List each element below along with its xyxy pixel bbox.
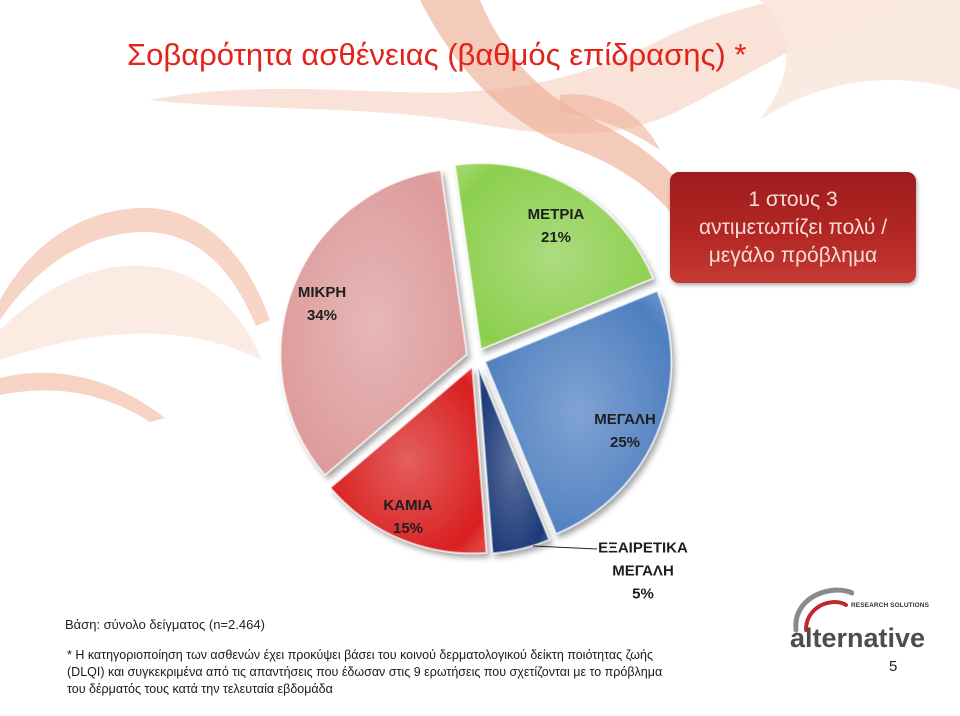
swirl-icon — [793, 587, 854, 633]
data-label-category: ΜΕΓΑΛΗ — [594, 411, 656, 428]
pie-slice-megali — [484, 290, 673, 535]
background-wave — [0, 265, 262, 360]
base-note: Βάση: σύνολο δείγματος (n=2.464) — [65, 617, 265, 632]
page-number: 5 — [889, 658, 898, 675]
background-wave — [560, 94, 660, 150]
pie-slice-mikri — [279, 169, 468, 476]
data-label-value: 15% — [392, 520, 424, 537]
footnote-line: (DLQI) και συγκεκριμένα από τις απαντήσε… — [67, 665, 663, 679]
data-label-value: 25% — [609, 434, 641, 451]
data-label-mikri: ΜΙΚΡΗ 34% — [298, 281, 346, 327]
callout-box: 1 στους 3 αντιμετωπίζει πολύ / μεγάλο πρ… — [670, 172, 916, 283]
background-wave — [760, 0, 960, 120]
callout-line: μεγάλο πρόβλημα — [708, 243, 878, 267]
logo-tagline: RESEARCH SOLUTIONS — [851, 602, 930, 609]
data-label-category: ΜΙΚΡΗ — [297, 284, 347, 301]
data-label-value: 21% — [540, 229, 572, 246]
pie-slice-exairetika-megali — [477, 366, 551, 555]
data-label-megali: ΜΕΓΑΛΗ 25% — [594, 408, 656, 454]
leader-line — [532, 545, 598, 550]
pie-slice-metria — [454, 162, 654, 351]
data-label-value: 5% — [632, 585, 654, 603]
footnote-line: του δέρματός τους κατά την τελευταία εβδ… — [67, 682, 333, 696]
slide-title: Σοβαρότητα ασθένειας (βαθμός επίδρασης) … — [127, 37, 747, 72]
data-label-category: ΜΕΤΡΙΑ — [527, 206, 585, 223]
background-wave — [0, 372, 165, 422]
data-label-category: ΕΞΑΙΡΕΤΙΚΑ ΜΕΓΑΛΗ — [598, 539, 688, 580]
background-wave — [0, 207, 270, 326]
logo-wordmark: alternative — [790, 623, 926, 653]
data-label-kamia: ΚΑΜΙΑ 15% — [383, 494, 432, 540]
background-wave — [420, 0, 712, 240]
callout-line: 1 στους 3 — [748, 187, 838, 211]
footnote-line: * Η κατηγοριοποίηση των ασθενών έχει προ… — [67, 648, 653, 662]
pie-slice-kamia — [329, 366, 488, 555]
background-wave — [150, 0, 900, 134]
footnote: * Η κατηγοριοποίηση των ασθενών έχει προ… — [67, 647, 662, 698]
data-label-value: 34% — [306, 307, 338, 324]
data-label-category: ΚΑΜΙΑ — [383, 497, 433, 514]
data-label-metria: ΜΕΤΡΙΑ 21% — [528, 203, 585, 249]
data-label-exairetika-megali: ΕΞΑΙΡΕΤΙΚΑ ΜΕΓΑΛΗ 5% — [595, 537, 691, 606]
callout-line: αντιμετωπίζει πολύ / — [698, 215, 888, 239]
